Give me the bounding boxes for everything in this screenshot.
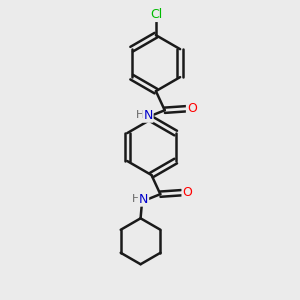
Text: O: O <box>187 102 197 115</box>
Text: H: H <box>136 110 144 120</box>
Text: Cl: Cl <box>150 8 162 21</box>
Text: N: N <box>139 193 148 206</box>
Text: H: H <box>131 194 140 204</box>
Text: N: N <box>143 109 153 122</box>
Text: O: O <box>182 186 192 199</box>
